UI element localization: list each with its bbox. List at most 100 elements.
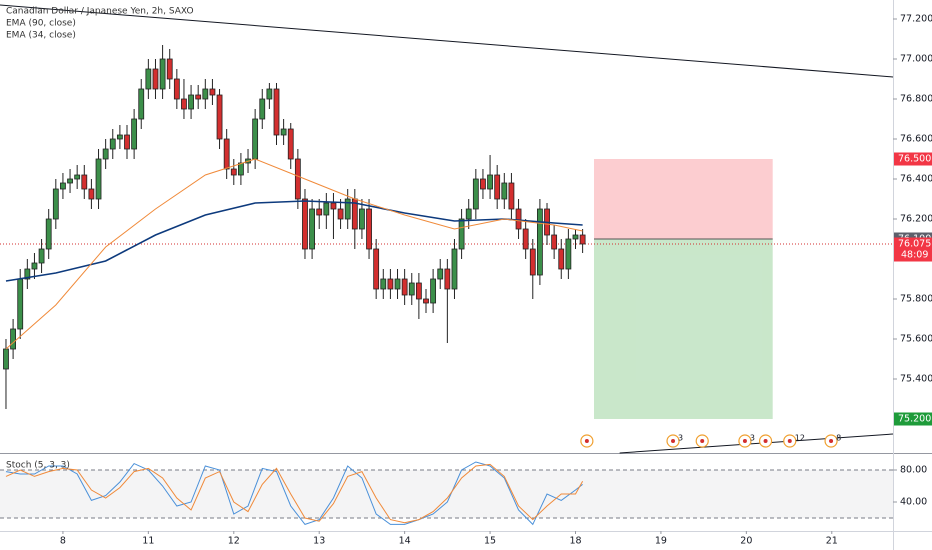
x-tick-label: 19 bbox=[655, 536, 667, 547]
y-tick-label: 75.600 bbox=[900, 334, 932, 345]
candle-body bbox=[537, 208, 543, 276]
candle-body bbox=[423, 298, 429, 304]
candle-body bbox=[529, 248, 536, 276]
candle-body bbox=[195, 94, 202, 100]
candle-body bbox=[344, 198, 351, 220]
plot: 75.400 75.600 75.800 76.200 76.400 76.600 76.8… bbox=[0, 4, 932, 547]
y-tick-label: 77.200 bbox=[900, 14, 932, 25]
event-dot bbox=[742, 439, 747, 443]
x-tick-label: 15 bbox=[484, 536, 496, 547]
candle-body bbox=[522, 228, 529, 250]
y-tick-label: 40.00 bbox=[900, 497, 927, 508]
legend-entry: EMA (34, close) bbox=[6, 31, 76, 41]
candle-body bbox=[287, 128, 294, 160]
candle-body bbox=[508, 182, 515, 210]
candle-body bbox=[166, 58, 173, 80]
candle-body bbox=[294, 158, 301, 200]
candle-body bbox=[515, 208, 522, 230]
trend-line bbox=[619, 433, 894, 454]
candle-body bbox=[138, 88, 145, 120]
candle-body bbox=[280, 128, 287, 136]
candle-body bbox=[74, 174, 81, 180]
chart-title: Canadian Dollar / Japanese Yen, 2h, SAXO bbox=[6, 7, 194, 17]
stoch-line bbox=[5, 463, 584, 524]
y-tick-label: 76.600 bbox=[900, 134, 932, 145]
event-count: 8 bbox=[836, 434, 841, 443]
candle-body bbox=[401, 278, 408, 296]
legend-entry: EMA (90, close) bbox=[6, 19, 76, 29]
y-tick-label: 75.800 bbox=[900, 294, 932, 305]
candle-body bbox=[188, 94, 194, 110]
candle-body bbox=[238, 162, 244, 176]
trend-line bbox=[0, 4, 894, 78]
candle-body bbox=[465, 208, 472, 220]
candle-body bbox=[88, 188, 95, 200]
candle-body bbox=[472, 178, 479, 210]
event-dot bbox=[584, 439, 589, 443]
candle-body bbox=[24, 268, 31, 280]
candle-body bbox=[366, 208, 372, 250]
candle-body bbox=[451, 248, 458, 290]
candle-body bbox=[302, 198, 308, 250]
candle-body bbox=[259, 98, 266, 120]
event-dot bbox=[829, 439, 834, 443]
candle-body bbox=[359, 208, 365, 230]
event-dot bbox=[763, 439, 768, 443]
candle-body bbox=[109, 138, 116, 150]
candle-body bbox=[437, 268, 444, 280]
candle-body bbox=[10, 328, 16, 350]
candle-body bbox=[230, 168, 237, 176]
candle-body bbox=[387, 278, 394, 290]
candle-body bbox=[337, 208, 344, 220]
candle-body bbox=[494, 174, 501, 200]
event-dot bbox=[787, 439, 792, 443]
candle-body bbox=[273, 88, 280, 136]
candle-body bbox=[67, 178, 73, 184]
x-tick-label: 8 bbox=[60, 536, 66, 547]
candle-body bbox=[252, 118, 259, 160]
y-tick-label: 80.00 bbox=[900, 465, 927, 476]
candle-body bbox=[415, 282, 422, 300]
x-tick-label: 12 bbox=[228, 536, 240, 547]
candle-body bbox=[565, 238, 572, 270]
candle-body bbox=[444, 268, 451, 290]
x-tick-label: 18 bbox=[569, 536, 581, 547]
candle-body bbox=[380, 278, 387, 290]
candle-body bbox=[81, 174, 88, 190]
candle-body bbox=[223, 138, 230, 170]
x-tick-label: 20 bbox=[740, 536, 752, 547]
candle-body bbox=[17, 278, 24, 330]
candle-body bbox=[373, 248, 380, 290]
x-tick-label: 14 bbox=[399, 536, 411, 547]
candle-body bbox=[60, 182, 66, 190]
stop-label-box bbox=[894, 152, 932, 166]
candle-body bbox=[572, 234, 579, 240]
candle-body bbox=[266, 88, 273, 100]
candle-body bbox=[31, 262, 38, 270]
stop-zone bbox=[594, 159, 773, 239]
candle-body bbox=[95, 158, 102, 200]
event-count: 3 bbox=[750, 434, 755, 443]
event-count: 3 bbox=[678, 434, 683, 443]
candle-body bbox=[430, 278, 437, 304]
y-tick-label: 75.400 bbox=[900, 374, 932, 385]
y-tick-label: 77.000 bbox=[900, 54, 932, 65]
candle-body bbox=[309, 208, 315, 250]
event-count: 12 bbox=[795, 434, 805, 443]
candle-body bbox=[173, 78, 180, 100]
candle-body bbox=[458, 218, 465, 250]
candle-body bbox=[3, 348, 9, 370]
last-price-label-box bbox=[894, 237, 932, 262]
target-zone bbox=[594, 239, 773, 419]
x-tick-label: 13 bbox=[313, 536, 325, 547]
x-tick-label: 11 bbox=[142, 536, 154, 547]
candle-body bbox=[102, 148, 109, 160]
candle-body bbox=[551, 234, 558, 250]
candle-body bbox=[152, 68, 159, 90]
candle-body bbox=[145, 68, 152, 90]
candle-body bbox=[45, 218, 52, 250]
candle-body bbox=[38, 248, 45, 264]
candle-body bbox=[202, 88, 209, 100]
event-dot bbox=[671, 439, 676, 443]
